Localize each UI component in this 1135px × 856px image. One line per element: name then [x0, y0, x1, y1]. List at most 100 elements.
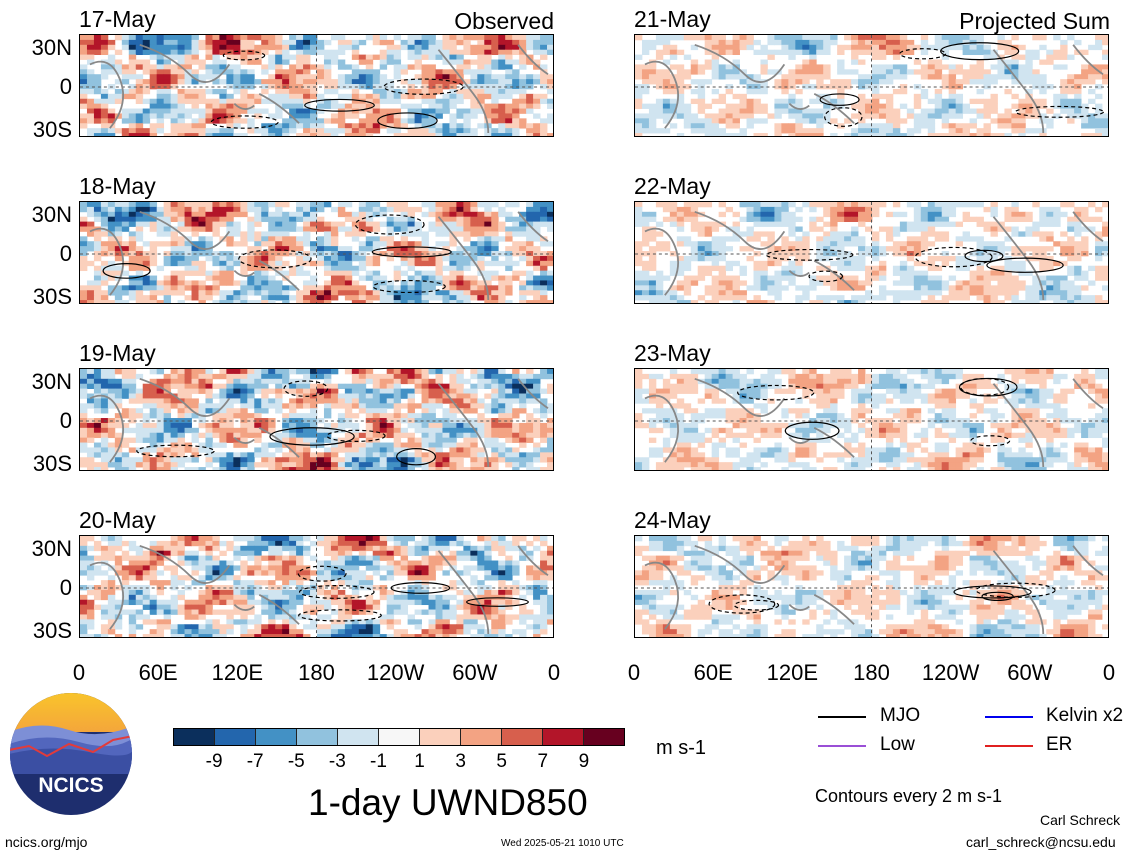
field-cell — [247, 594, 255, 601]
field-cell — [1004, 39, 1012, 46]
field-cell — [323, 403, 332, 409]
field-cell — [795, 44, 803, 51]
field-cell — [428, 369, 436, 375]
field-cell — [351, 123, 360, 129]
field-cell — [414, 437, 422, 443]
field-cell — [142, 128, 151, 134]
field-cell — [358, 467, 367, 470]
field-cell — [226, 457, 234, 463]
field-cell — [289, 570, 297, 576]
field-cell — [505, 128, 513, 134]
field-cell — [282, 98, 290, 105]
field-cell — [310, 432, 318, 439]
field-cell — [198, 575, 206, 581]
field-cell — [121, 594, 130, 601]
field-cell — [533, 388, 541, 394]
field-cell — [767, 49, 775, 56]
field-cell — [275, 457, 283, 463]
field-cell — [198, 265, 206, 272]
field-cell — [149, 206, 158, 213]
field-cell — [421, 565, 429, 571]
field-cell — [177, 462, 185, 468]
field-cell — [414, 251, 422, 257]
field-cell — [484, 79, 492, 85]
field-cell — [519, 545, 527, 552]
field-cell — [379, 467, 388, 470]
field-cell — [505, 280, 513, 286]
field-cell — [254, 408, 262, 414]
field-cell — [205, 462, 213, 468]
field-cell — [477, 462, 485, 468]
field-cell — [421, 246, 429, 252]
field-cell — [519, 255, 527, 262]
field-cell — [526, 231, 534, 237]
field-cell — [93, 589, 102, 596]
field-cell — [477, 255, 485, 262]
field-cell — [142, 35, 151, 41]
field-cell — [121, 585, 130, 591]
field-cell — [268, 300, 276, 303]
field-cell — [470, 599, 478, 606]
field-cell — [393, 216, 402, 223]
field-cell — [379, 64, 388, 70]
field-cell — [303, 113, 311, 119]
field-cell — [519, 393, 527, 399]
field-cell — [421, 629, 429, 635]
field-cell — [310, 74, 318, 80]
field-cell — [428, 260, 436, 267]
field-cell — [219, 211, 227, 218]
field-cell — [372, 540, 381, 547]
field-cell — [80, 260, 88, 267]
field-cell — [303, 206, 311, 213]
field-cell — [330, 206, 339, 213]
field-cell — [746, 39, 754, 46]
field-cell — [93, 570, 102, 576]
field-cell — [142, 432, 151, 439]
field-cell — [282, 290, 290, 296]
field-cell — [212, 442, 220, 448]
field-cell — [170, 462, 178, 468]
field-cell — [86, 49, 95, 56]
field-cell — [365, 604, 374, 610]
field-cell — [156, 609, 165, 615]
field-cell — [1032, 54, 1040, 60]
field-cell — [233, 452, 241, 458]
field-cell — [885, 44, 894, 51]
field-cell — [254, 128, 262, 134]
field-cell — [135, 432, 144, 439]
field-cell — [289, 88, 297, 95]
field-cell — [540, 295, 548, 301]
field-cell — [330, 59, 339, 65]
field-cell — [351, 383, 360, 390]
field-cell — [323, 545, 332, 552]
field-cell — [477, 265, 485, 272]
field-cell — [142, 202, 151, 208]
field-cell — [662, 69, 671, 75]
field-cell — [177, 427, 185, 434]
field-cell — [268, 369, 276, 375]
field-cell — [732, 69, 740, 75]
field-cell — [512, 422, 520, 429]
field-cell — [247, 275, 255, 281]
field-cell — [463, 447, 471, 453]
field-cell — [247, 69, 255, 75]
field-cell — [128, 629, 137, 635]
field-cell — [114, 536, 123, 542]
field-cell — [837, 59, 845, 65]
field-cell — [365, 393, 374, 399]
field-cell — [547, 206, 553, 213]
field-cell — [86, 432, 95, 439]
field-cell — [470, 408, 478, 414]
field-cell — [170, 432, 178, 439]
field-cell — [435, 393, 443, 399]
field-cell — [386, 565, 395, 571]
field-cell — [303, 589, 311, 596]
field-cell — [337, 609, 346, 615]
field-cell — [337, 447, 346, 453]
field-cell — [344, 398, 353, 404]
field-cell — [303, 88, 311, 95]
field-cell — [344, 408, 353, 414]
field-cell — [337, 634, 346, 637]
field-cell — [268, 39, 276, 46]
field-cell — [177, 452, 185, 458]
